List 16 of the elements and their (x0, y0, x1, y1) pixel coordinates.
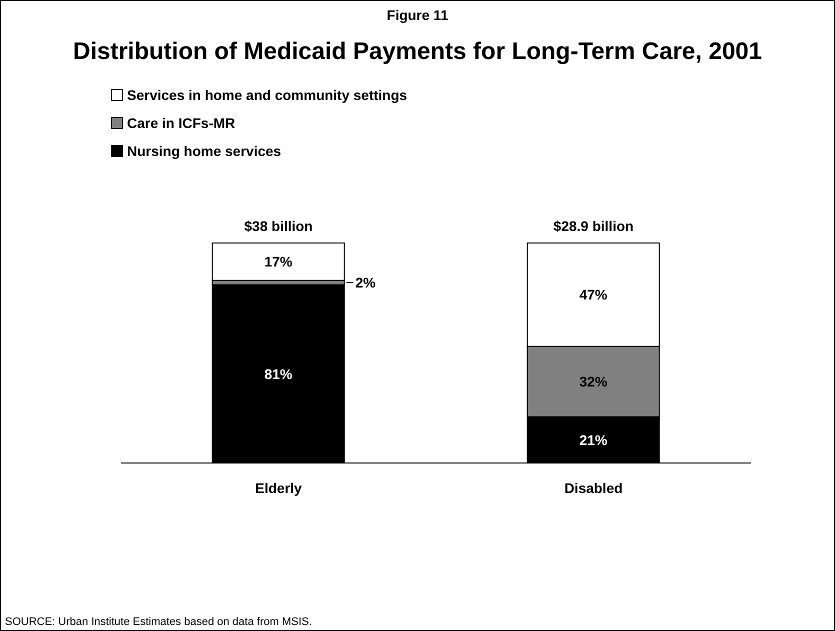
data-label: 47% (579, 286, 608, 303)
legend-label: Nursing home services (127, 143, 282, 159)
legend-label: Care in ICFs-MR (127, 115, 236, 131)
data-label: 21% (579, 432, 608, 448)
legend-label: Services in home and community settings (127, 87, 408, 103)
data-label: 17% (264, 254, 293, 270)
data-label: 32% (579, 374, 608, 390)
data-label: 81% (264, 366, 293, 382)
chart-title: Distribution of Medicaid Payments for Long-Term Care, 2001 (72, 38, 763, 66)
annotation: $38 billion (244, 218, 313, 234)
annotation: $28.9 billion (553, 218, 634, 234)
x-tick-label: Elderly (255, 480, 302, 496)
x-tick-label: Disabled (564, 480, 623, 496)
data-label: 2% (355, 274, 376, 291)
chart-subtitle: Figure 11 (386, 7, 450, 23)
source-note: SOURCE: Urban Institute Estimates based on data from MSIS. (5, 616, 312, 628)
